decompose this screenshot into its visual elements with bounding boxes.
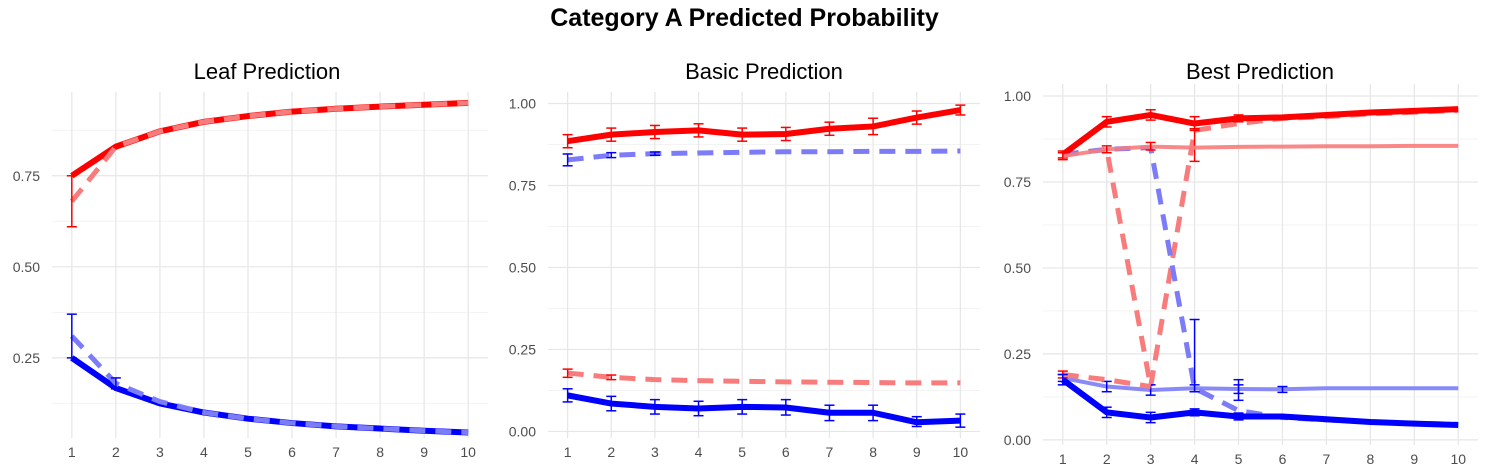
x-tick-label: 5 xyxy=(738,444,746,460)
x-tick-label: 8 xyxy=(869,444,877,460)
x-tick-label: 4 xyxy=(695,444,703,460)
x-tick-label: 1 xyxy=(564,444,572,460)
x-tick-label: 9 xyxy=(1410,451,1418,467)
x-tick-label: 7 xyxy=(826,444,834,460)
series-line-blue-solid_faded xyxy=(1062,375,1459,392)
x-tick-label: 7 xyxy=(332,444,340,460)
y-tick-label: 0.50 xyxy=(509,259,536,275)
panel-2: 0.00 0.25 0.50 0.75 1.00 1 2 3 4 5 6 7 8 9 10 Basic Pre… xyxy=(509,59,980,460)
y-tick-label: 0.75 xyxy=(509,177,536,193)
y-tick-label: 1.00 xyxy=(509,95,536,111)
x-tick-label: 3 xyxy=(156,444,164,460)
x-tick-label: 2 xyxy=(1103,451,1111,467)
y-tick-label: 1.00 xyxy=(1004,88,1031,104)
series-line-red-solid xyxy=(1060,106,1459,157)
x-tick-label: 5 xyxy=(1235,451,1243,467)
y-tick-label: 0.75 xyxy=(13,168,40,184)
series-line-blue-dashed xyxy=(69,334,469,436)
y-tick-label: 0.75 xyxy=(1004,174,1031,190)
series-line-red-solid_faded xyxy=(1062,143,1459,159)
x-tick-label: 10 xyxy=(460,444,476,460)
series-line-blue-solid xyxy=(70,355,469,436)
x-tick-label: 9 xyxy=(913,444,921,460)
panel-3: 0.00 0.25 0.50 0.75 1.00 1 2 3 4 5 6 7 8 9 10 Best Pred… xyxy=(1004,59,1478,467)
y-tick-label: 0.50 xyxy=(1004,260,1031,276)
y-tick-label: 0.50 xyxy=(13,259,40,275)
figure-title: Category A Predicted Probability xyxy=(550,4,939,32)
panel-title: Leaf Prediction xyxy=(194,59,341,84)
y-tick-label: 0.25 xyxy=(509,341,536,357)
panel-title: Basic Prediction xyxy=(685,59,843,84)
y-tick-label: 0.00 xyxy=(1004,432,1031,448)
x-tick-label: 3 xyxy=(651,444,659,460)
series-line-blue-dashed xyxy=(567,148,961,163)
x-tick-label: 6 xyxy=(1279,451,1287,467)
x-tick-label: 6 xyxy=(288,444,296,460)
x-tick-label: 8 xyxy=(376,444,384,460)
x-tick-label: 1 xyxy=(68,444,76,460)
x-tick-label: 5 xyxy=(244,444,252,460)
y-tick-label: 0.25 xyxy=(13,350,40,366)
series-line-red-dashed xyxy=(1062,372,1152,390)
x-tick-label: 4 xyxy=(1191,451,1199,467)
series-line-blue-solid xyxy=(567,392,961,426)
x-tick-label: 10 xyxy=(1450,451,1466,467)
x-tick-label: 9 xyxy=(420,444,428,460)
x-tick-label: 6 xyxy=(782,444,790,460)
x-tick-label: 4 xyxy=(200,444,208,460)
panel-title: Best Prediction xyxy=(1186,59,1334,84)
y-tick-label: 0.00 xyxy=(509,423,536,439)
series-line-red-dashed xyxy=(69,100,469,203)
x-tick-label: 8 xyxy=(1366,451,1374,467)
x-tick-label: 10 xyxy=(953,444,969,460)
x-tick-label: 7 xyxy=(1323,451,1331,467)
series-line-red-dashed xyxy=(567,370,961,386)
series-line-red-solid xyxy=(567,107,961,145)
series-line-blue-solid xyxy=(1060,377,1459,429)
x-tick-label: 3 xyxy=(1147,451,1155,467)
x-tick-label: 1 xyxy=(1059,451,1067,467)
y-tick-label: 0.25 xyxy=(1004,346,1031,362)
x-tick-label: 2 xyxy=(112,444,120,460)
panel-1: 0.25 0.50 0.75 1 2 3 4 5 6 7 8 9 10 Leaf Prediction xyxy=(13,59,488,460)
series-line-red-dashed xyxy=(1062,107,1459,390)
x-tick-label: 2 xyxy=(607,444,615,460)
